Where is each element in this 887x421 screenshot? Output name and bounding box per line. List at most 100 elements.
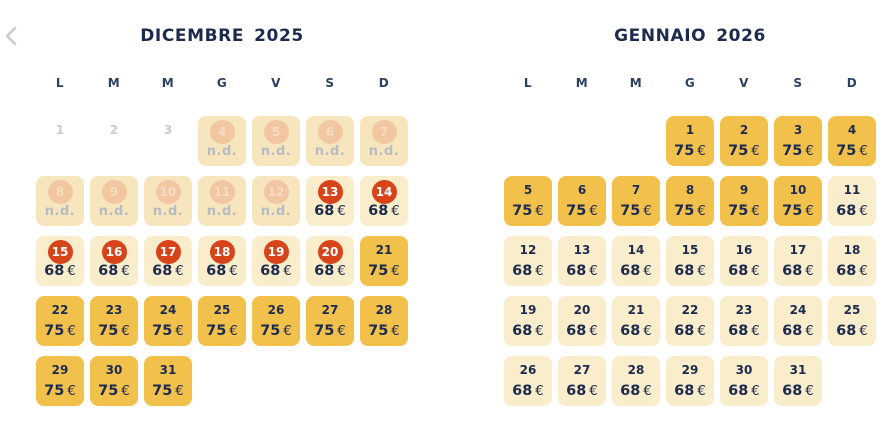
day-number: 11 — [843, 183, 861, 197]
day-cell-gennaio-2026-19[interactable]: 19 68 € — [504, 296, 552, 346]
day-cell-gennaio-2026-12[interactable]: 12 68 € — [504, 236, 552, 286]
price-amount: 68 — [782, 383, 803, 399]
euro-symbol: € — [751, 323, 760, 339]
price-amount: 75 — [620, 203, 641, 219]
price-amount: 75 — [782, 203, 803, 219]
day-cell-dicembre-2025-21[interactable]: 21 75 € — [360, 236, 408, 286]
day-cell-dicembre-2025-31[interactable]: 31 75 € — [144, 356, 192, 406]
day-cell-gennaio-2026-9[interactable]: 9 75 € — [720, 176, 768, 226]
price-label: 68 € — [836, 324, 868, 339]
price-label: 68 € — [314, 204, 346, 219]
day-cell-gennaio-2026-2[interactable]: 2 75 € — [720, 116, 768, 166]
not-available-label: n.d. — [206, 204, 238, 219]
price-label: 75 € — [44, 384, 76, 399]
day-cell-dicembre-2025-4: 4 n.d. — [198, 116, 246, 166]
day-cell-dicembre-2025-14[interactable]: 14 68 € — [360, 176, 408, 226]
price-label: 68 € — [566, 324, 598, 339]
day-cell-gennaio-2026-28[interactable]: 28 68 € — [612, 356, 660, 406]
day-cell-dicembre-2025-17[interactable]: 17 68 € — [144, 236, 192, 286]
price-amount: 68 — [512, 263, 533, 279]
day-cell-gennaio-2026-7[interactable]: 7 75 € — [612, 176, 660, 226]
price-label: 75 € — [728, 144, 760, 159]
not-available-label: n.d. — [368, 144, 400, 159]
price-amount: 68 — [566, 323, 587, 339]
weekday-label: S — [325, 76, 335, 90]
day-cell-dicembre-2025-23[interactable]: 23 75 € — [90, 296, 138, 346]
day-cell-dicembre-2025-27[interactable]: 27 75 € — [306, 296, 354, 346]
day-cell-gennaio-2026-6[interactable]: 6 75 € — [558, 176, 606, 226]
day-cell-dicembre-2025-13[interactable]: 13 68 € — [306, 176, 354, 226]
day-cell-dicembre-2025-18[interactable]: 18 68 € — [198, 236, 246, 286]
day-cell-gennaio-2026-24[interactable]: 24 68 € — [774, 296, 822, 346]
day-cell-gennaio-2026-26[interactable]: 26 68 € — [504, 356, 552, 406]
day-cell-gennaio-2026-5[interactable]: 5 75 € — [504, 176, 552, 226]
day-cell-gennaio-2026-29[interactable]: 29 68 € — [666, 356, 714, 406]
weekday-label: G — [216, 76, 228, 90]
day-cell-dicembre-2025-9: 9 n.d. — [90, 176, 138, 226]
day-cell-gennaio-2026-27[interactable]: 27 68 € — [558, 356, 606, 406]
day-cell-gennaio-2026-1[interactable]: 1 75 € — [666, 116, 714, 166]
day-cell-gennaio-2026-8[interactable]: 8 75 € — [666, 176, 714, 226]
empty-slot — [198, 356, 246, 406]
day-number-badge: 17 — [155, 240, 181, 264]
price-amount: 75 — [368, 263, 389, 279]
day-cell-gennaio-2026-16[interactable]: 16 68 € — [720, 236, 768, 286]
price-label: 68 € — [782, 264, 814, 279]
weekday-label: M — [575, 76, 589, 90]
empty-slot — [828, 356, 876, 406]
day-cell-gennaio-2026-14[interactable]: 14 68 € — [612, 236, 660, 286]
euro-symbol: € — [697, 263, 706, 279]
price-amount: 75 — [44, 383, 65, 399]
day-cell-gennaio-2026-21[interactable]: 21 68 € — [612, 296, 660, 346]
price-label: 75 € — [782, 204, 814, 219]
day-number-badge: 7 — [371, 120, 397, 144]
day-number: 28 — [627, 363, 645, 377]
day-cell-dicembre-2025-15[interactable]: 15 68 € — [36, 236, 84, 286]
price-label: 68 € — [44, 264, 76, 279]
price-amount: 68 — [512, 323, 533, 339]
day-number: 10 — [789, 183, 807, 197]
day-number-badge: 11 — [209, 180, 235, 204]
day-cell-dicembre-2025-28[interactable]: 28 75 € — [360, 296, 408, 346]
day-cell-gennaio-2026-25[interactable]: 25 68 € — [828, 296, 876, 346]
day-number: 27 — [573, 363, 591, 377]
day-cell-gennaio-2026-11[interactable]: 11 68 € — [828, 176, 876, 226]
day-cell-gennaio-2026-4[interactable]: 4 75 € — [828, 116, 876, 166]
day-cell-dicembre-2025-5: 5 n.d. — [252, 116, 300, 166]
price-label: 68 € — [674, 324, 706, 339]
day-cell-gennaio-2026-23[interactable]: 23 68 € — [720, 296, 768, 346]
day-cell-gennaio-2026-22[interactable]: 22 68 € — [666, 296, 714, 346]
euro-symbol: € — [589, 203, 598, 219]
weekday-label: L — [55, 76, 65, 90]
price-amount: 68 — [836, 323, 857, 339]
day-cell-gennaio-2026-15[interactable]: 15 68 € — [666, 236, 714, 286]
day-number: 3 — [793, 123, 803, 137]
day-cell-dicembre-2025-26[interactable]: 26 75 € — [252, 296, 300, 346]
day-cell-gennaio-2026-17[interactable]: 17 68 € — [774, 236, 822, 286]
day-number: 4 — [847, 123, 857, 137]
day-cell-gennaio-2026-13[interactable]: 13 68 € — [558, 236, 606, 286]
price-label: 75 € — [674, 204, 706, 219]
day-cell-gennaio-2026-18[interactable]: 18 68 € — [828, 236, 876, 286]
day-cell-dicembre-2025-24[interactable]: 24 75 € — [144, 296, 192, 346]
day-cell-dicembre-2025-25[interactable]: 25 75 € — [198, 296, 246, 346]
empty-slot — [558, 116, 606, 166]
prev-month-button[interactable] — [1, 24, 23, 48]
day-cell-dicembre-2025-30[interactable]: 30 75 € — [90, 356, 138, 406]
day-number: 13 — [573, 243, 591, 257]
day-cell-gennaio-2026-3[interactable]: 3 75 € — [774, 116, 822, 166]
day-cell-gennaio-2026-30[interactable]: 30 68 € — [720, 356, 768, 406]
day-cell-dicembre-2025-19[interactable]: 19 68 € — [252, 236, 300, 286]
day-cell-dicembre-2025-20[interactable]: 20 68 € — [306, 236, 354, 286]
price-amount: 68 — [206, 263, 227, 279]
day-cell-gennaio-2026-31[interactable]: 31 68 € — [774, 356, 822, 406]
day-cell-gennaio-2026-20[interactable]: 20 68 € — [558, 296, 606, 346]
price-label: 68 € — [782, 384, 814, 399]
day-cell-gennaio-2026-10[interactable]: 10 75 € — [774, 176, 822, 226]
day-cell-dicembre-2025-16[interactable]: 16 68 € — [90, 236, 138, 286]
euro-symbol: € — [535, 203, 544, 219]
day-cell-dicembre-2025-29[interactable]: 29 75 € — [36, 356, 84, 406]
day-number: 5 — [523, 183, 533, 197]
price-label: 68 € — [728, 384, 760, 399]
day-cell-dicembre-2025-22[interactable]: 22 75 € — [36, 296, 84, 346]
